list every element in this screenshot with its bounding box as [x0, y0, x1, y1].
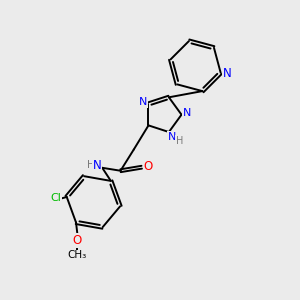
Text: CH₃: CH₃: [68, 250, 87, 260]
Text: N: N: [183, 108, 192, 118]
Text: N: N: [93, 159, 101, 172]
Text: H: H: [176, 136, 183, 146]
Text: N: N: [139, 98, 147, 107]
Text: N: N: [223, 67, 232, 80]
Text: Cl: Cl: [51, 194, 62, 203]
Text: N: N: [168, 132, 177, 142]
Text: O: O: [144, 160, 153, 172]
Text: H: H: [87, 160, 95, 170]
Text: O: O: [73, 234, 82, 247]
